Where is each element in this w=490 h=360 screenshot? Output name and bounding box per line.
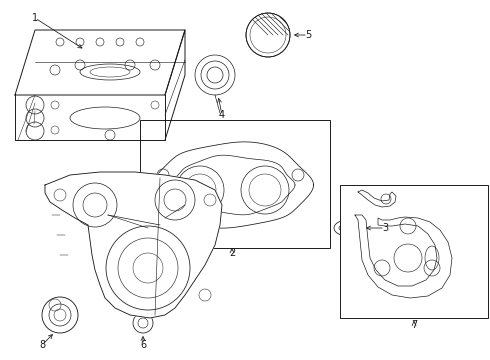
- Circle shape: [133, 313, 153, 333]
- Text: 2: 2: [229, 248, 235, 258]
- Circle shape: [42, 297, 78, 333]
- Ellipse shape: [334, 220, 362, 236]
- Bar: [340, 185, 488, 318]
- Text: 3: 3: [382, 223, 388, 233]
- Polygon shape: [355, 215, 452, 298]
- Text: 1: 1: [32, 13, 38, 23]
- Text: 6: 6: [140, 340, 146, 350]
- Text: 7: 7: [411, 320, 417, 330]
- Text: 5: 5: [305, 30, 311, 40]
- Text: 8: 8: [39, 340, 45, 350]
- Polygon shape: [358, 190, 396, 207]
- Polygon shape: [45, 172, 222, 318]
- Bar: [140, 120, 330, 248]
- Text: 4: 4: [219, 110, 225, 120]
- Circle shape: [246, 13, 290, 57]
